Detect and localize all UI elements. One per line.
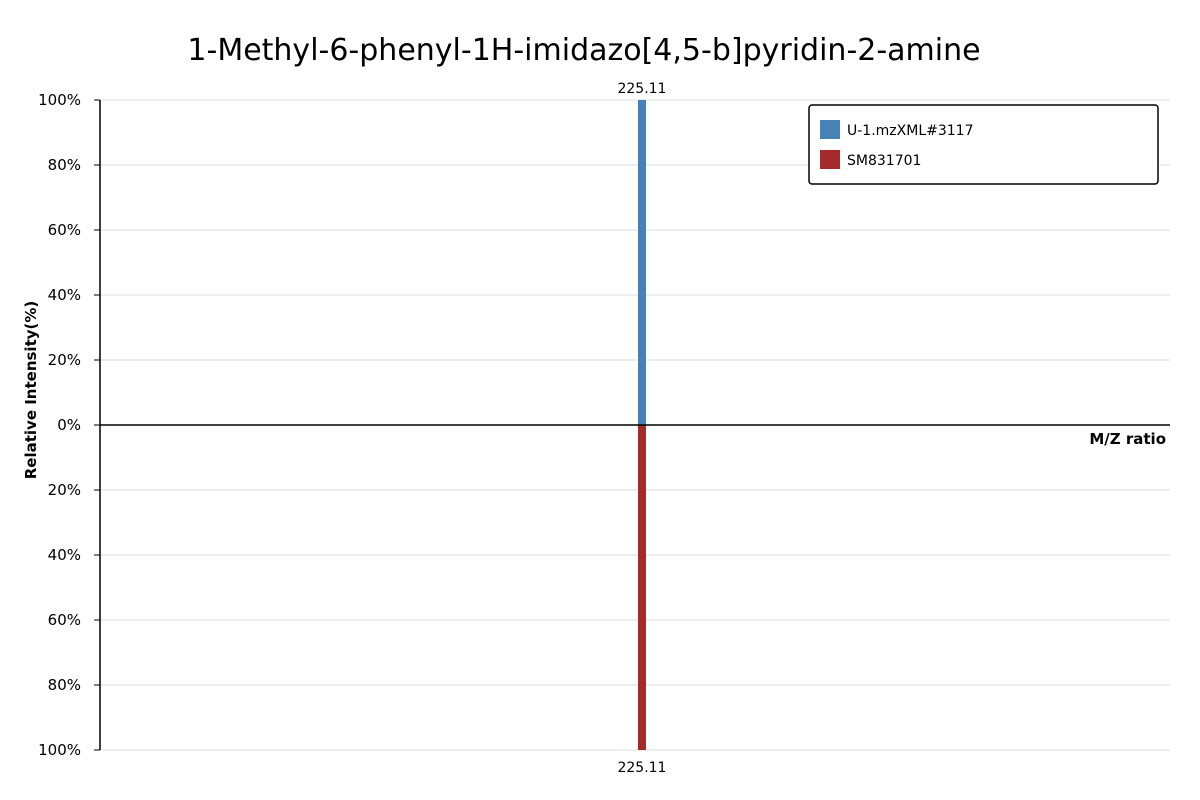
legend-label-u-1-mzxml: U-1.mzXML#3117 <box>847 123 973 139</box>
y-tick-label: 60% <box>48 221 81 239</box>
y-tick-label: 20% <box>48 351 81 369</box>
y-tick-label: 60% <box>48 611 81 629</box>
y-tick-label: 100% <box>38 91 81 109</box>
peak-bar-reference <box>637 425 646 750</box>
peak-label: 225.11 <box>617 81 666 97</box>
legend: U-1.mzXML#3117 SM831701 <box>808 104 1159 185</box>
y-tick-label: 20% <box>48 481 81 499</box>
y-tick-label: 0% <box>57 416 81 434</box>
peaks: 225.11 225.11 <box>617 81 666 776</box>
peak-label: 225.11 <box>617 760 666 776</box>
legend-box <box>808 104 1159 185</box>
legend-label-sm831701: SM831701 <box>847 153 921 169</box>
legend-swatch-sm831701 <box>820 150 840 169</box>
y-tick-label: 40% <box>48 546 81 564</box>
y-tick-label: 40% <box>48 286 81 304</box>
y-axis-label: Relative Intensity(%) <box>22 301 40 480</box>
peak-bar-query <box>637 100 646 425</box>
y-tick-label: 80% <box>48 156 81 174</box>
y-axis-ticks: 100% 80% 60% 40% 20% 0% 20% 40% 60% 80% 100% <box>38 91 100 759</box>
legend-swatch-u-1-mzxml <box>820 120 840 139</box>
y-tick-label: 80% <box>48 676 81 694</box>
y-tick-label: 100% <box>38 741 81 759</box>
chart-title: 1-Methyl-6-phenyl-1H-imidazo[4,5-b]pyrid… <box>187 33 980 68</box>
x-axis-label: M/Z ratio <box>1089 430 1166 448</box>
